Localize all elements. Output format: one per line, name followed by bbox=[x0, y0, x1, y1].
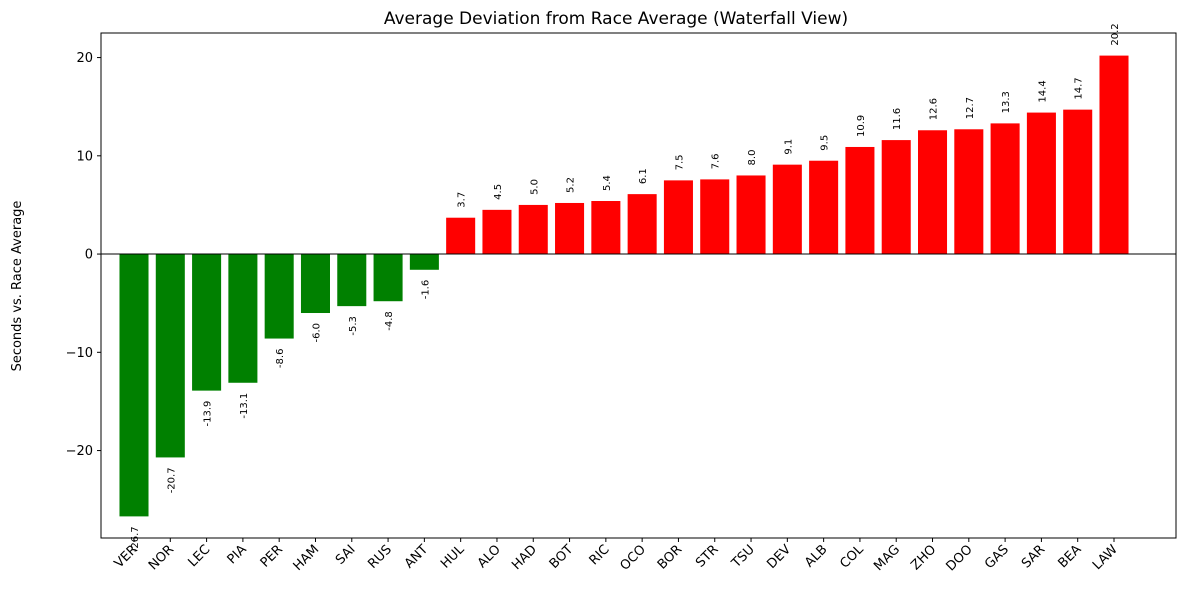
bar-ric bbox=[591, 201, 621, 255]
x-tick-label-had: HAD bbox=[509, 542, 540, 573]
bar-gas bbox=[990, 123, 1020, 255]
x-tick-label-nor: NOR bbox=[146, 542, 177, 573]
x-tick-label-str: STR bbox=[693, 542, 721, 570]
data-label-ric: 5.4 bbox=[602, 175, 613, 191]
data-label-ver: -26.7 bbox=[130, 526, 141, 552]
x-tick-label-rus: RUS bbox=[365, 542, 395, 572]
data-label-gas: 13.3 bbox=[1001, 91, 1012, 113]
data-label-bea: 14.7 bbox=[1074, 77, 1085, 99]
bar-ver bbox=[119, 254, 149, 517]
data-label-doo: 12.7 bbox=[965, 97, 976, 119]
bar-str bbox=[700, 179, 730, 255]
bar-dev bbox=[772, 164, 802, 255]
data-label-alo: 4.5 bbox=[493, 184, 504, 200]
bar-ant bbox=[409, 254, 439, 270]
y-tick-label: −10 bbox=[66, 346, 93, 361]
bar-lec bbox=[192, 254, 222, 391]
bar-had bbox=[518, 204, 548, 255]
x-tick-label-hul: HUL bbox=[438, 542, 468, 572]
x-tick-label-oco: OCO bbox=[617, 542, 648, 573]
data-label-nor: -20.7 bbox=[166, 467, 177, 493]
data-label-zho: 12.6 bbox=[929, 98, 940, 120]
x-tick-label-sar: SAR bbox=[1019, 542, 1048, 571]
data-label-sai: -5.3 bbox=[348, 316, 359, 336]
data-label-bot: 5.2 bbox=[566, 177, 577, 193]
x-tick-label-bea: BEA bbox=[1056, 542, 1085, 571]
bar-mag bbox=[881, 140, 911, 255]
data-label-dev: 9.1 bbox=[783, 139, 794, 155]
x-tick-label-alo: ALO bbox=[475, 542, 504, 571]
x-tick-label-alb: ALB bbox=[802, 542, 830, 570]
data-labels-group: -26.7 -20.7 -13.9 -13.1 -8.6 -6.0 -5.3 -4.8 -1.6… bbox=[130, 23, 1121, 552]
data-label-pia: -13.1 bbox=[239, 393, 250, 419]
y-tick-label: 0 bbox=[85, 248, 93, 263]
x-axis: VER NOR LEC PIA PER HAM SAI RUS ANT HUL ALO HAD BOT R… bbox=[112, 538, 1121, 574]
bar-pia bbox=[228, 254, 258, 383]
bar-bot bbox=[555, 202, 585, 255]
chart-title: Average Deviation from Race Average (Wat… bbox=[384, 9, 848, 29]
y-tick-label: 20 bbox=[76, 51, 93, 66]
bar-alo bbox=[482, 209, 512, 255]
y-axis: −20 −10 0 10 20 bbox=[66, 51, 101, 459]
data-label-mag: 11.6 bbox=[892, 108, 903, 130]
bar-per bbox=[264, 254, 294, 339]
data-label-per: -8.6 bbox=[275, 349, 286, 369]
x-tick-label-ham: HAM bbox=[291, 542, 323, 574]
x-tick-label-per: PER bbox=[258, 542, 286, 570]
x-tick-label-lec: LEC bbox=[185, 542, 213, 570]
x-tick-label-doo: DOO bbox=[943, 542, 975, 574]
x-tick-label-dev: DEV bbox=[764, 542, 794, 572]
bar-sai bbox=[337, 254, 367, 307]
data-label-hul: 3.7 bbox=[457, 192, 468, 208]
x-tick-label-pia: PIA bbox=[225, 542, 250, 567]
y-tick-label: 10 bbox=[76, 149, 93, 164]
x-tick-label-tsu: TSU bbox=[728, 542, 757, 571]
data-label-oco: 6.1 bbox=[638, 168, 649, 184]
data-label-lec: -13.9 bbox=[203, 401, 214, 427]
data-label-had: 5.0 bbox=[529, 179, 540, 195]
x-tick-label-zho: ZHO bbox=[908, 542, 939, 573]
bar-hul bbox=[446, 217, 476, 255]
bar-alb bbox=[809, 160, 839, 255]
bar-bea bbox=[1063, 109, 1093, 255]
bar-oco bbox=[627, 194, 657, 255]
x-tick-label-ant: ANT bbox=[402, 542, 431, 571]
x-tick-label-sai: SAI bbox=[333, 542, 359, 568]
x-tick-label-bor: BOR bbox=[655, 542, 685, 572]
data-label-alb: 9.5 bbox=[820, 135, 831, 151]
bar-sar bbox=[1026, 112, 1056, 255]
y-axis-label: Seconds vs. Race Average bbox=[10, 201, 25, 372]
data-label-col: 10.9 bbox=[856, 115, 867, 137]
data-label-tsu: 8.0 bbox=[747, 150, 758, 166]
bar-law bbox=[1099, 55, 1129, 255]
bar-rus bbox=[373, 254, 403, 302]
data-label-rus: -4.8 bbox=[384, 311, 395, 331]
data-label-ham: -6.0 bbox=[311, 323, 322, 343]
x-tick-label-mag: MAG bbox=[871, 542, 903, 574]
bar-ham bbox=[300, 254, 330, 314]
bar-tsu bbox=[736, 175, 766, 255]
x-tick-label-gas: GAS bbox=[982, 542, 1012, 572]
bar-nor bbox=[155, 254, 185, 458]
y-tick-label: −20 bbox=[66, 444, 93, 459]
bar-doo bbox=[954, 129, 984, 255]
data-label-law: 20.2 bbox=[1110, 23, 1121, 45]
x-tick-label-bot: BOT bbox=[547, 542, 577, 572]
x-tick-label-col: COL bbox=[837, 542, 867, 572]
data-label-sar: 14.4 bbox=[1037, 80, 1048, 102]
x-tick-label-ric: RIC bbox=[587, 542, 613, 568]
bar-bor bbox=[663, 180, 693, 255]
bar-col bbox=[845, 146, 875, 255]
data-label-ant: -1.6 bbox=[420, 280, 431, 300]
bar-zho bbox=[918, 130, 948, 255]
plot-frame bbox=[100, 32, 1177, 539]
data-label-bor: 7.5 bbox=[674, 154, 685, 170]
data-label-str: 7.6 bbox=[711, 153, 722, 169]
bars-group bbox=[119, 55, 1129, 517]
x-tick-label-law: LAW bbox=[1090, 542, 1121, 573]
